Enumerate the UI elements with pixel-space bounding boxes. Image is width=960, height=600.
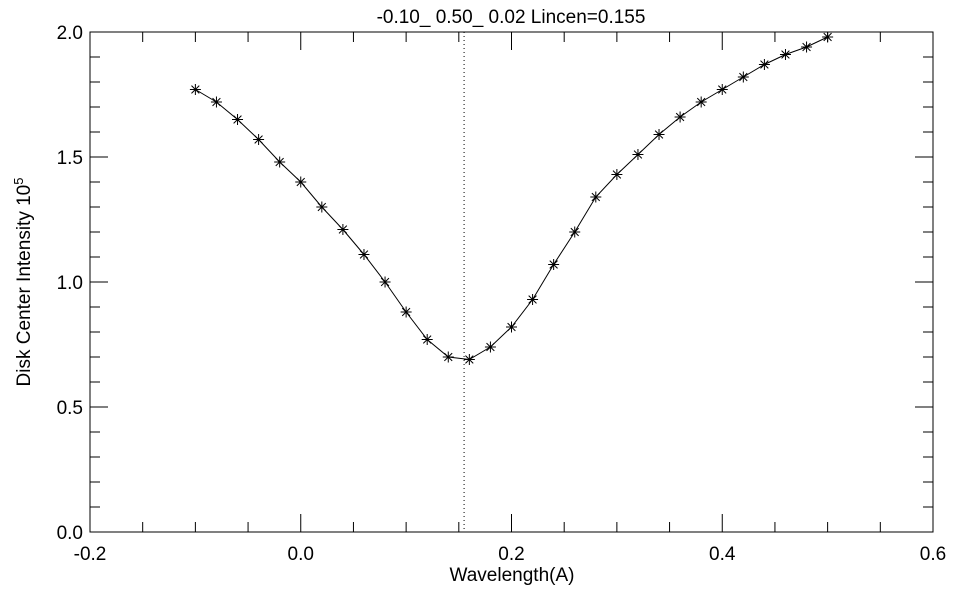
marker-arm-d2 <box>486 342 495 352</box>
plot-title: -0.10_ 0.50_ 0.02 Lincen=0.155 <box>377 7 646 28</box>
data-point-marker <box>632 149 644 160</box>
marker-arm-d2 <box>296 177 306 187</box>
marker-arm-d2 <box>696 97 706 107</box>
marker-arm-d2 <box>528 295 537 304</box>
marker-arm-d2 <box>612 170 622 179</box>
marker-arm-d2 <box>254 135 263 144</box>
marker-arm-d2 <box>212 97 221 107</box>
data-point-marker <box>421 334 433 345</box>
y-tick-label: 2.0 <box>57 23 83 44</box>
marker-arm-d2 <box>233 115 242 124</box>
x-tick-label: -0.2 <box>74 544 107 565</box>
y-tick-label: 1.0 <box>57 273 83 294</box>
marker-arm-d2 <box>465 355 474 364</box>
data-point-marker <box>611 169 623 180</box>
data-point-marker <box>274 156 286 168</box>
y-axis-label: Disk Center Intensity 105 <box>11 178 35 387</box>
marker-arm-d2 <box>380 277 390 287</box>
marker-arm-d2 <box>802 42 811 52</box>
x-tick-label: 0.6 <box>920 544 946 565</box>
data-point-marker <box>716 84 728 95</box>
data-point-marker <box>189 84 201 95</box>
marker-arm-d2 <box>191 85 200 94</box>
data-series <box>189 31 834 532</box>
data-point-marker <box>801 41 813 53</box>
data-point-marker <box>295 176 307 188</box>
marker-arm-d2 <box>275 157 284 167</box>
data-point-marker <box>779 49 791 60</box>
x-tick-label: 0.2 <box>498 544 524 565</box>
data-point-marker <box>232 114 244 125</box>
data-point-marker <box>400 306 412 318</box>
data-point-marker <box>316 201 328 213</box>
marker-arm-d2 <box>654 130 664 139</box>
data-point-marker <box>737 71 749 83</box>
marker-arm-d2 <box>338 225 348 234</box>
data-point-marker <box>590 191 602 203</box>
marker-arm-d2 <box>717 85 727 94</box>
data-point-marker <box>758 59 770 70</box>
marker-arm-d2 <box>591 192 601 202</box>
marker-arm-d2 <box>781 50 790 59</box>
data-point-marker <box>674 111 686 123</box>
y-tick-label: 1.5 <box>57 148 83 169</box>
marker-arm-d2 <box>760 60 769 69</box>
y-axis-label-exponent: 5 <box>11 178 26 185</box>
marker-arm-d2 <box>675 112 685 122</box>
data-point-marker <box>548 259 560 270</box>
data-point-marker <box>695 96 707 108</box>
data-point-marker <box>463 354 475 365</box>
data-point-marker <box>822 31 834 43</box>
x-tick-label: 0.4 <box>709 544 736 565</box>
data-point-marker <box>527 294 539 305</box>
data-point-marker <box>358 249 370 260</box>
y-tick-label: 0.0 <box>57 523 83 544</box>
data-point-marker <box>337 224 349 235</box>
data-point-marker <box>253 134 265 145</box>
marker-arm-d2 <box>401 307 411 317</box>
data-point-marker <box>379 276 391 288</box>
marker-arm-d2 <box>823 32 832 42</box>
marker-arm-d2 <box>422 335 432 344</box>
data-line <box>195 36 828 361</box>
x-axis-label: Wavelength(A) <box>450 565 575 586</box>
data-point-marker <box>653 129 665 140</box>
data-point-marker <box>569 226 581 238</box>
data-point-marker <box>442 351 454 363</box>
data-point-marker <box>506 321 517 333</box>
y-axis-label-text: Disk Center Intensity 10 <box>14 185 35 387</box>
marker-arm-d2 <box>359 250 369 259</box>
y-tick-label: 0.5 <box>57 398 83 419</box>
marker-arm-d2 <box>444 352 453 362</box>
axes: -0.2 0.0 0.2 0.4 0.60.00.51.01.52.0 <box>57 23 947 565</box>
marker-arm-d2 <box>633 150 643 159</box>
data-point-marker <box>210 96 222 108</box>
marker-arm-d2 <box>507 322 516 332</box>
marker-arm-d2 <box>317 202 327 212</box>
x-tick-label: 0.0 <box>288 544 314 565</box>
marker-arm-d2 <box>739 72 748 82</box>
marker-arm-d2 <box>549 260 558 269</box>
marker-arm-d2 <box>570 227 579 237</box>
data-point-marker <box>484 341 496 353</box>
